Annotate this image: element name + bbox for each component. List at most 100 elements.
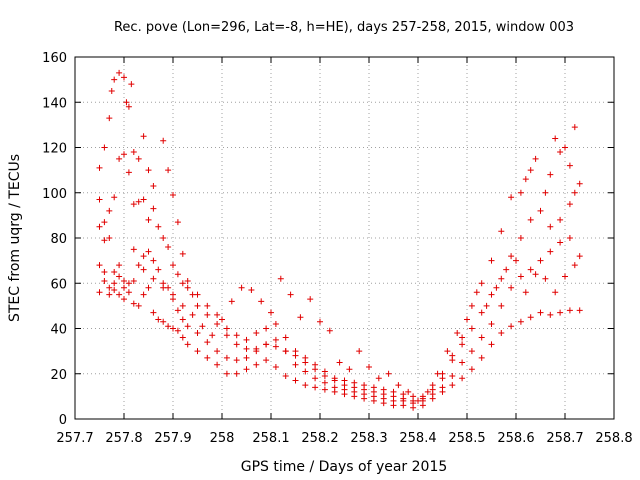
data-point: [302, 368, 309, 375]
data-point: [307, 296, 314, 303]
data-point: [106, 235, 113, 241]
data-point: [223, 325, 230, 332]
data-point: [292, 361, 299, 368]
data-point: [140, 196, 147, 203]
data-point: [194, 348, 201, 355]
data-point: [331, 375, 338, 382]
data-point: [194, 330, 201, 337]
data-point: [184, 277, 191, 284]
data-point: [135, 262, 142, 269]
data-point: [128, 81, 135, 88]
data-point: [508, 284, 515, 291]
data-point: [140, 253, 147, 260]
data-point: [468, 302, 475, 309]
data-point: [214, 311, 221, 318]
data-point: [155, 223, 162, 230]
data-point: [160, 137, 167, 144]
y-tick-label: 80: [50, 232, 67, 247]
data-point: [542, 189, 549, 196]
data-point: [415, 397, 421, 404]
data-point: [292, 348, 299, 355]
data-point: [454, 330, 461, 337]
data-point: [155, 266, 162, 273]
data-point: [150, 257, 157, 264]
data-point: [488, 257, 495, 264]
data-point: [468, 348, 475, 355]
data-point: [380, 386, 387, 393]
data-point: [459, 359, 466, 366]
data-point: [488, 291, 495, 298]
data-point: [366, 363, 372, 370]
data-point: [503, 266, 510, 273]
data-point: [165, 323, 172, 330]
data-point: [204, 311, 211, 318]
data-point: [223, 332, 230, 339]
data-point: [145, 284, 152, 291]
y-tick-labels: 0 20 40 60 80 100 120 140 160: [42, 51, 67, 428]
data-point: [522, 176, 529, 183]
data-point: [282, 348, 289, 355]
data-point: [493, 284, 500, 291]
data-point: [410, 404, 417, 411]
data-point: [459, 375, 466, 382]
data-point: [209, 332, 216, 339]
data-point: [233, 341, 240, 348]
data-point: [174, 271, 181, 278]
y-tick-label: 140: [42, 96, 67, 111]
data-point: [233, 370, 240, 377]
data-point: [170, 262, 176, 269]
x-tick-label: 258.8: [595, 431, 632, 446]
data-point: [483, 302, 490, 309]
data-point: [179, 316, 186, 323]
x-tick-label: 257.7: [56, 431, 93, 446]
data-point: [106, 115, 113, 122]
data-point: [576, 253, 583, 260]
data-point: [537, 257, 544, 264]
data-point: [214, 320, 221, 327]
data-point: [204, 339, 211, 346]
data-point: [272, 343, 279, 350]
x-tick-label: 258.5: [448, 431, 485, 446]
y-axis-label: STEC from uqrg / TECUs: [7, 154, 23, 322]
data-point: [165, 167, 172, 174]
grid-lines: [75, 57, 614, 419]
data-point: [547, 171, 554, 178]
data-point: [517, 318, 524, 325]
data-point: [253, 330, 260, 337]
data-point: [552, 289, 559, 296]
data-point: [517, 189, 524, 196]
data-point: [116, 291, 123, 298]
data-point: [537, 309, 544, 316]
data-point: [194, 302, 201, 309]
data-point: [179, 334, 186, 341]
data-point: [189, 311, 196, 318]
data-point: [478, 309, 485, 316]
x-tick-label: 258.7: [546, 431, 583, 446]
data-point: [287, 291, 294, 298]
data-point: [130, 246, 137, 253]
data-point: [356, 348, 363, 355]
data-point: [121, 74, 127, 81]
y-tick-label: 40: [50, 323, 67, 338]
data-point: [123, 99, 130, 106]
data-point: [532, 271, 539, 278]
data-point: [223, 370, 230, 377]
data-point: [498, 302, 505, 309]
data-point: [312, 375, 319, 382]
data-point: [434, 370, 441, 377]
data-point: [140, 266, 147, 273]
chart-title: Rec. pove (Lon=296, Lat=-8, h=HE), days …: [114, 20, 574, 35]
data-point: [121, 277, 127, 284]
data-point: [370, 384, 377, 391]
x-axis-label: GPS time / Days of year 2015: [241, 459, 448, 475]
data-point: [248, 287, 255, 294]
data-point: [160, 235, 167, 241]
data-point: [424, 388, 431, 395]
data-point: [370, 397, 377, 404]
data-point: [101, 219, 108, 226]
data-point: [179, 302, 186, 309]
data-point: [121, 151, 127, 158]
data-point: [204, 354, 211, 361]
data-point: [96, 262, 103, 269]
data-point: [179, 280, 186, 287]
